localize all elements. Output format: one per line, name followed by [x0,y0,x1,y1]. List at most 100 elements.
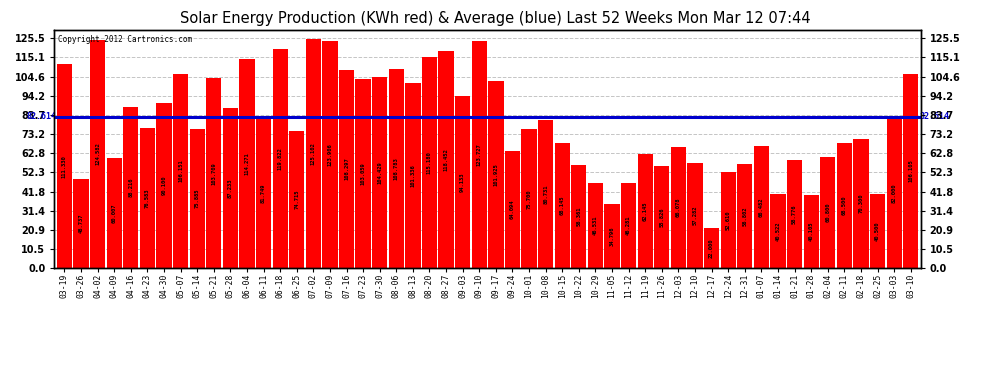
Text: 46.531: 46.531 [593,216,598,235]
Bar [272,49,288,268]
Bar [654,166,669,268]
Text: 103.059: 103.059 [360,162,365,185]
Text: 80.731: 80.731 [544,184,548,204]
Bar [687,163,703,268]
Text: 66.482: 66.482 [759,198,764,217]
Text: 106.151: 106.151 [178,159,183,182]
Bar [704,228,720,268]
Text: 82.000: 82.000 [892,183,897,203]
Bar [538,120,553,268]
Text: 70.300: 70.300 [858,194,863,213]
Text: 81.749: 81.749 [261,183,266,203]
Text: 75.700: 75.700 [527,189,532,209]
Bar [605,204,620,268]
Bar [471,42,487,268]
Text: 60.007: 60.007 [112,203,117,223]
Bar [90,40,105,268]
Text: 101.336: 101.336 [411,164,416,187]
Bar [173,74,188,268]
Bar [455,96,470,268]
Text: 34.796: 34.796 [610,226,615,246]
Bar [140,128,155,268]
Bar [206,78,222,268]
Bar [355,80,370,268]
Text: 125.102: 125.102 [311,142,316,165]
Text: 87.233: 87.233 [228,178,233,198]
Text: 56.802: 56.802 [742,206,747,226]
Bar [422,57,438,268]
Bar [753,146,769,268]
Text: 46.281: 46.281 [626,216,632,236]
Text: 40.105: 40.105 [809,222,814,241]
Bar [837,142,852,268]
Text: 75.885: 75.885 [195,189,200,209]
Bar [488,81,504,268]
Bar [571,165,586,268]
Bar [787,160,802,268]
Text: 82.614: 82.614 [919,112,949,121]
Text: 114.271: 114.271 [245,152,249,175]
Bar [820,157,836,268]
Bar [289,131,304,268]
Text: 82.614: 82.614 [26,112,56,121]
Bar [671,147,686,268]
Text: 90.100: 90.100 [161,176,166,195]
Bar [56,64,72,268]
Text: 123.906: 123.906 [328,143,333,166]
Bar [240,59,254,268]
Text: 62.145: 62.145 [643,201,647,221]
Text: 111.330: 111.330 [62,155,67,177]
Text: 68.145: 68.145 [559,196,564,216]
Bar [738,164,752,268]
Text: 68.500: 68.500 [842,196,846,215]
Text: 103.709: 103.709 [211,162,216,184]
Text: 106.105: 106.105 [908,160,913,182]
Bar [621,183,637,268]
Text: 55.826: 55.826 [659,207,664,227]
Bar [372,77,387,268]
Bar [223,108,238,268]
Text: 123.727: 123.727 [477,143,482,166]
Bar [306,39,321,268]
Text: 58.776: 58.776 [792,204,797,224]
Text: 108.783: 108.783 [394,157,399,180]
Bar [505,151,520,268]
Bar [770,194,786,268]
Text: 94.133: 94.133 [460,172,465,192]
Bar [721,172,736,268]
Bar [903,74,919,268]
Text: 52.610: 52.610 [726,210,731,230]
Bar [554,143,570,268]
Text: Copyright 2012 Cartronics.com: Copyright 2012 Cartronics.com [57,35,192,44]
Bar [123,106,139,268]
Bar [389,69,404,268]
Text: 74.715: 74.715 [294,190,299,210]
Bar [405,82,421,268]
Text: 115.180: 115.180 [427,151,432,174]
Text: 22.000: 22.000 [709,238,714,258]
Text: 101.925: 101.925 [493,164,498,186]
Text: 104.429: 104.429 [377,161,382,184]
Text: 56.361: 56.361 [576,207,581,226]
Text: 88.216: 88.216 [129,178,134,197]
Bar [255,118,271,268]
Bar [189,129,205,268]
Bar [107,158,122,268]
Bar [323,41,338,268]
Text: 57.282: 57.282 [693,206,698,225]
Bar [870,194,885,268]
Text: 124.582: 124.582 [95,142,100,165]
Bar [156,103,171,268]
Text: 66.078: 66.078 [676,198,681,217]
Text: Solar Energy Production (KWh red) & Average (blue) Last 52 Weeks Mon Mar 12 07:4: Solar Energy Production (KWh red) & Aver… [180,11,810,26]
Bar [638,154,652,268]
Text: 40.500: 40.500 [875,221,880,241]
Text: 60.800: 60.800 [826,203,831,222]
Bar [439,51,453,268]
Bar [853,140,868,268]
Text: 108.297: 108.297 [344,158,349,180]
Text: 64.094: 64.094 [510,200,515,219]
Bar [522,129,537,268]
Text: 118.452: 118.452 [444,148,448,171]
Text: 48.737: 48.737 [78,214,83,233]
